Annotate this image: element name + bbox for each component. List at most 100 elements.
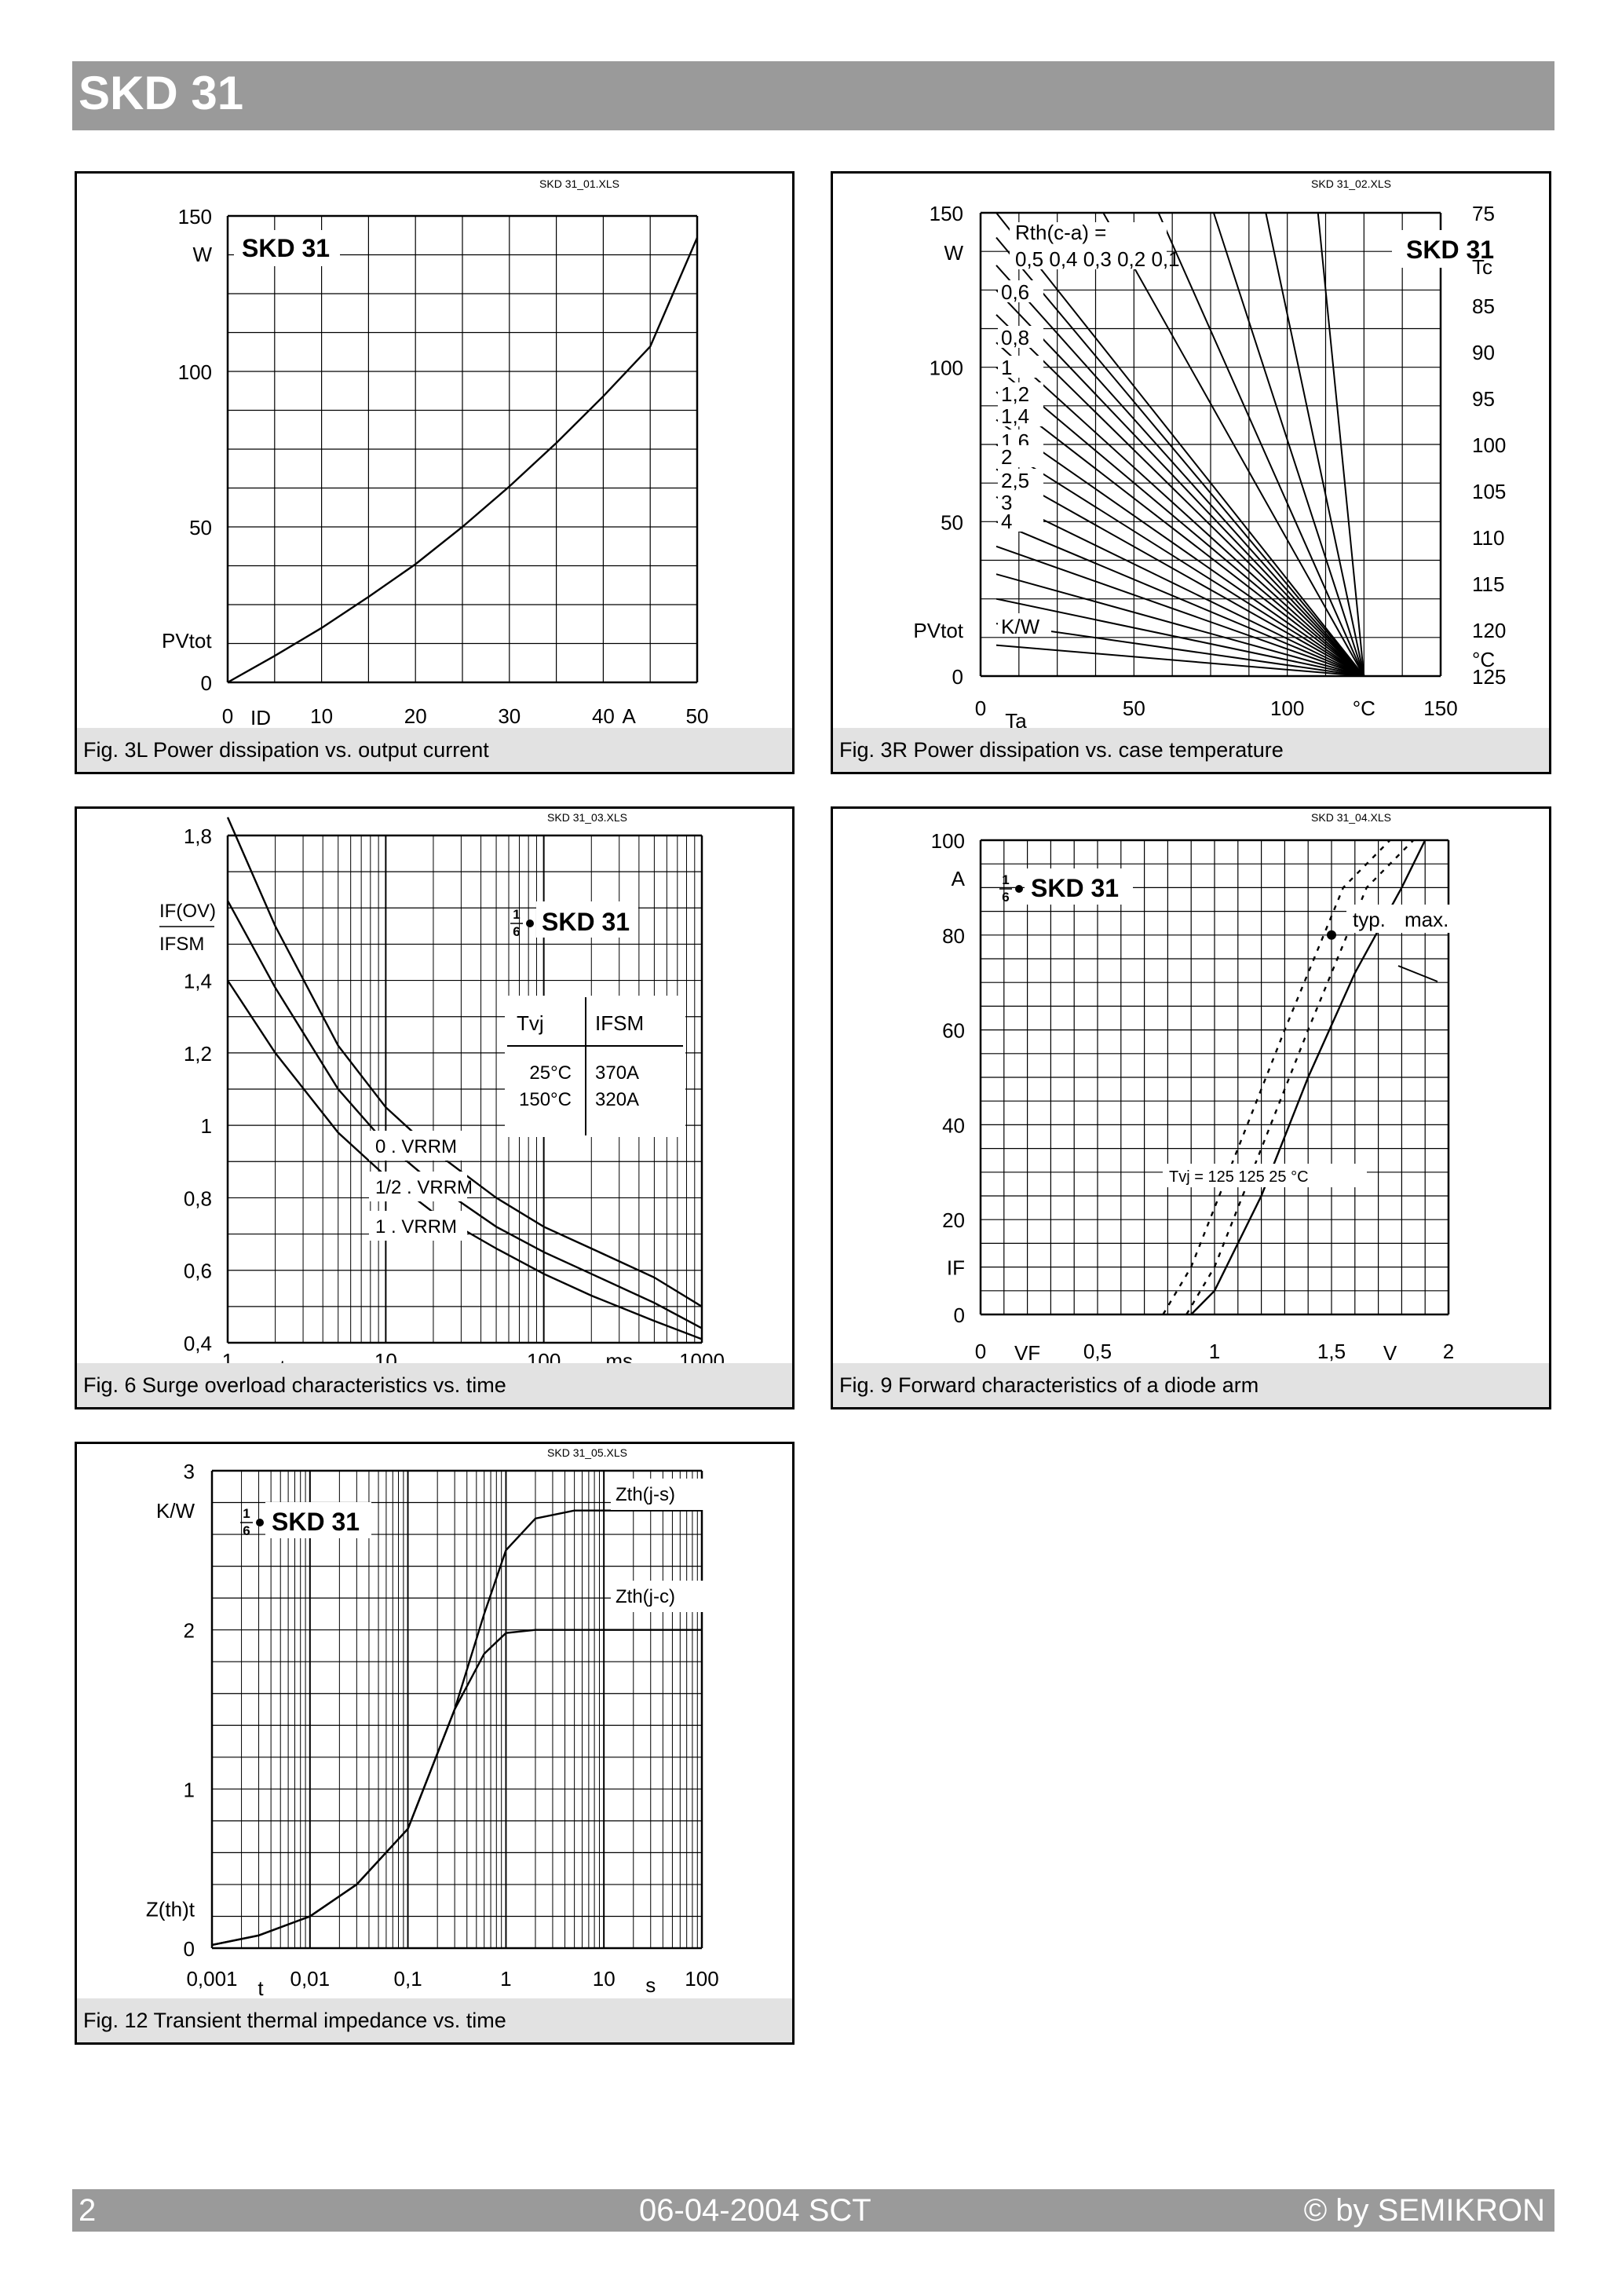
x-tick-label: 10	[593, 1967, 616, 1991]
legend-fraction-den: 6	[1002, 890, 1009, 905]
legend-bg	[265, 1502, 371, 1538]
x-unit-label: °C	[1353, 696, 1375, 720]
rth-line	[995, 545, 1364, 677]
x-tick-label: 10	[310, 704, 333, 728]
chart-panel-fig9: SKD 31_04.XLS 1 6 SKD 31 typ. max. Tvj = 125 1…	[831, 806, 1551, 1409]
legend-label: SKD 31	[1406, 236, 1494, 264]
tvj-label: Tvj = 125 125 25 °C	[1169, 1168, 1309, 1186]
page-title: SKD 31	[79, 67, 244, 119]
legend-label: SKD 31	[272, 1508, 360, 1536]
x-tick-label: 0,001	[186, 1967, 237, 1991]
table-header-ifsm: IFSM	[595, 1011, 644, 1035]
rth-line	[995, 495, 1364, 677]
y2-tick-label: 125	[1472, 665, 1506, 689]
rth-line	[995, 573, 1364, 677]
x-unit-label: ms	[605, 1349, 633, 1363]
rth-line	[995, 342, 1365, 677]
x-tick-label: 100	[685, 1967, 718, 1991]
rth-line	[995, 623, 1364, 677]
rth-line	[1265, 212, 1365, 677]
y-axis-label: PVtot	[162, 629, 212, 653]
x-tick-label: 0,5	[1083, 1340, 1112, 1363]
legend-bg	[1392, 230, 1525, 268]
point-marker	[1327, 930, 1336, 940]
x-unit-label: s	[645, 1973, 656, 1997]
rth-line	[995, 212, 1365, 677]
page-number: 2	[79, 2193, 97, 2228]
footer-date: 06-04-2004 SCT	[639, 2193, 871, 2228]
rth-line	[1102, 212, 1365, 677]
y-tick-label: 1	[201, 1114, 212, 1138]
legend-fraction-dot	[1015, 885, 1023, 893]
rth-line	[995, 265, 1365, 677]
chart-panel-fig12: SKD 31_05.XLS 1 6 SKD 31 Zth(j-s) Zth(j-c) 3 2 1…	[75, 1442, 795, 2045]
page-footer: 2 06-04-2004 SCT © by SEMIKRON	[72, 2189, 1554, 2232]
y-tick-label: 60	[942, 1019, 965, 1043]
x-tick-label: 0,1	[394, 1967, 422, 1991]
rth-line	[995, 468, 1364, 677]
x-tick-label: 40	[592, 704, 615, 728]
chart-fig12: SKD 31_05.XLS 1 6 SKD 31 Zth(j-s) Zth(j-c) 3 2 1…	[146, 1446, 719, 1998]
table-header-tvj: Tvj	[517, 1011, 544, 1035]
y-tick-label: 2	[184, 1619, 195, 1643]
y-tick-label: 100	[178, 360, 212, 384]
table-cell-temp: 150°C	[519, 1089, 572, 1110]
y-name-bg	[155, 623, 218, 654]
curve-label-zjs: Zth(j-s)	[616, 1484, 675, 1505]
y-tick-label: 1,4	[184, 970, 212, 993]
rth-bg	[1010, 222, 1167, 269]
y-tick-label: 1	[184, 1778, 195, 1801]
y2-tick-label: 105	[1472, 480, 1506, 503]
rth-left-bg	[998, 404, 1043, 426]
table-bg	[505, 996, 685, 1137]
surge-curve	[226, 900, 703, 1329]
x-tick-label: 50	[686, 704, 709, 728]
rth-line	[995, 419, 1364, 677]
x-axis-label: t	[279, 1355, 286, 1363]
x-tick-label: 0,01	[290, 1967, 330, 1991]
file-label: SKD 31_01.XLS	[539, 177, 619, 190]
y-tick-label: 3	[184, 1460, 195, 1483]
chart-caption: Fig. 3R Power dissipation vs. case tempe…	[833, 728, 1549, 772]
rth-left-bg	[998, 491, 1043, 513]
legend-fraction-den: 6	[513, 924, 520, 939]
chart-fig6: SKD 31_03.XLS 1 6 SKD 31 Tvj IFSM 25°C 370A 150°…	[159, 811, 725, 1363]
chart-caption: Fig. 3L Power dissipation vs. output cur…	[77, 728, 792, 772]
table-cell-current: 370A	[595, 1062, 639, 1084]
x-axis-label: VF	[1014, 1341, 1040, 1363]
x-tick-label: 0	[975, 696, 986, 720]
x-axis-label: Ta	[1005, 709, 1027, 728]
curve-label: 1 . VRRM	[375, 1216, 457, 1238]
rth-unit-bg	[998, 613, 1051, 637]
rth-line	[995, 444, 1364, 677]
forward-curve	[1162, 839, 1391, 1315]
y-tick-label: 150	[930, 202, 963, 225]
rth-left-bg	[998, 382, 1043, 404]
rth-left-label: 2	[1001, 445, 1012, 469]
rth-left-label: 0,8	[1001, 326, 1029, 349]
thermal-curve	[211, 1509, 702, 1947]
rth-line	[995, 391, 1364, 677]
y2-tick-label: 75	[1472, 202, 1495, 225]
rth-line	[1317, 212, 1365, 677]
legend-bg	[1025, 868, 1133, 905]
y-unit-label: W	[944, 241, 963, 265]
rth-title: Rth(c-a) =	[1015, 221, 1106, 244]
y-tick-label: 80	[942, 924, 965, 948]
y2-tick-label: 85	[1472, 294, 1495, 318]
chart-caption: Fig. 6 Surge overload characteristics vs…	[77, 1363, 792, 1407]
file-label: SKD 31_03.XLS	[547, 811, 627, 824]
zjs-bg	[611, 1479, 705, 1510]
chart-panel-fig6: SKD 31_03.XLS 1 6 SKD 31 Tvj IFSM 25°C 370A 150°…	[75, 806, 795, 1409]
y-axis-label: Z(th)t	[146, 1897, 195, 1921]
y2-tick-label: 110	[1472, 526, 1504, 550]
x-tick-label: 100	[1270, 696, 1304, 720]
legend-label: SKD 31	[542, 908, 630, 936]
pointer-arrow	[1397, 965, 1438, 982]
y-tick-label: 20	[942, 1208, 965, 1232]
legend-fraction-num: 1	[513, 907, 520, 922]
x-tick-label: 2	[1443, 1340, 1454, 1363]
forward-curve	[1185, 839, 1415, 1315]
rth-left-label: 2,5	[1001, 469, 1029, 492]
file-label: SKD 31_04.XLS	[1311, 811, 1391, 824]
